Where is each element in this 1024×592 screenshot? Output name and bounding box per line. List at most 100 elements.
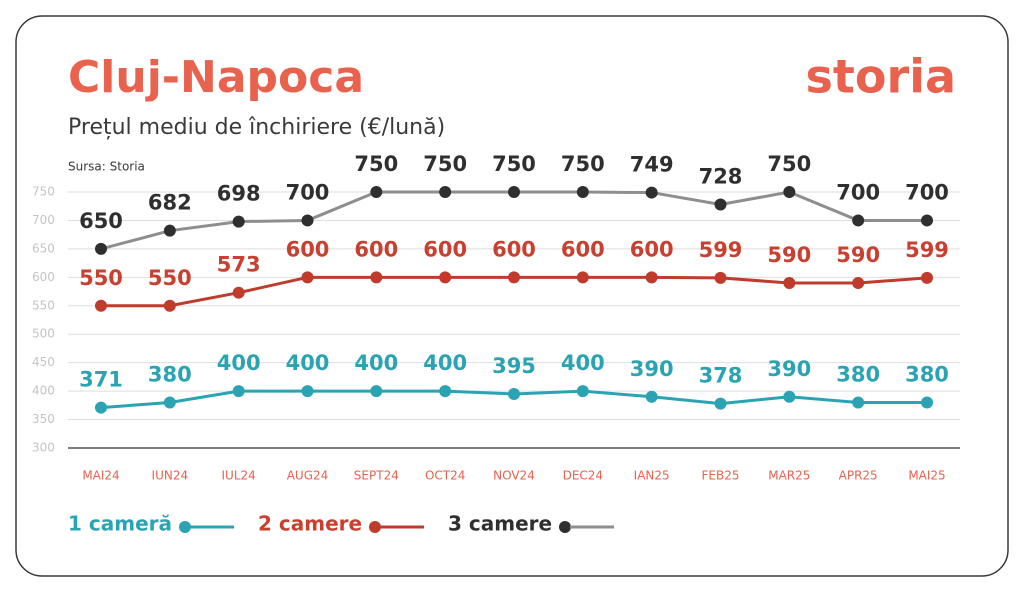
- x-tick-label: DEC24: [563, 469, 603, 483]
- data-label: 380: [905, 362, 949, 386]
- legend-marker: [179, 521, 191, 533]
- point: [439, 186, 452, 198]
- point: [301, 271, 314, 284]
- y-tick-label: 550: [32, 298, 55, 312]
- y-tick-label: 450: [32, 355, 55, 369]
- point: [95, 401, 107, 414]
- data-label: 400: [354, 351, 398, 375]
- data-label: 573: [217, 253, 261, 277]
- y-tick-label: 300: [32, 441, 55, 455]
- x-tick-label: IUN24: [152, 469, 189, 483]
- data-label: 400: [423, 351, 467, 375]
- y-tick-label: 500: [32, 327, 55, 341]
- y-tick-label: 650: [32, 241, 55, 255]
- x-tick-label: FEB25: [702, 469, 740, 483]
- data-label: 682: [148, 191, 192, 215]
- data-label: 599: [699, 238, 743, 262]
- point: [232, 215, 245, 228]
- legend-label: 1 cameră: [68, 512, 172, 536]
- data-label: 390: [630, 357, 674, 381]
- data-label: 550: [79, 266, 123, 290]
- x-tick-label: APR25: [839, 469, 878, 483]
- point: [163, 224, 176, 237]
- x-tick-label: IUL24: [222, 469, 256, 483]
- data-label: 700: [905, 180, 949, 204]
- point: [163, 299, 176, 312]
- data-label: 600: [423, 237, 467, 261]
- x-tick-label: IAN25: [634, 469, 670, 483]
- data-label: 600: [286, 237, 330, 261]
- point: [714, 198, 727, 211]
- data-label: 378: [699, 364, 743, 388]
- point: [370, 186, 383, 198]
- x-tick-label: MAI24: [82, 469, 119, 483]
- point: [508, 271, 520, 284]
- data-label: 700: [286, 180, 330, 204]
- data-label: 749: [630, 153, 674, 177]
- chart-title: Cluj-Napoca: [68, 52, 364, 103]
- y-tick-label: 750: [32, 185, 55, 199]
- point: [921, 271, 933, 284]
- source: Sursa: Storia: [68, 160, 145, 174]
- y-tick-label: 350: [32, 412, 55, 426]
- point: [852, 277, 865, 290]
- data-label: 590: [767, 243, 811, 267]
- point: [783, 277, 796, 290]
- point: [576, 186, 589, 198]
- point: [645, 390, 658, 403]
- data-label: 600: [561, 237, 605, 261]
- data-label: 650: [79, 209, 123, 233]
- point: [576, 271, 589, 284]
- point: [783, 390, 796, 403]
- point: [439, 385, 452, 398]
- legend-marker: [559, 521, 571, 533]
- data-label: 371: [79, 368, 123, 392]
- point: [301, 385, 314, 398]
- x-tick-label: SEPT24: [354, 469, 399, 483]
- x-tick-label: MAI25: [908, 469, 945, 483]
- data-label: 600: [492, 237, 536, 261]
- card: [15, 15, 1009, 577]
- data-label: 380: [148, 362, 192, 386]
- data-label: 400: [217, 351, 261, 375]
- logo: storia: [806, 50, 956, 104]
- point: [439, 271, 452, 284]
- chart-subtitle: Prețul mediu de închiriere (€/lună): [68, 115, 445, 140]
- point: [645, 271, 658, 284]
- data-label: 590: [836, 243, 880, 267]
- x-tick-label: AUG24: [287, 469, 329, 483]
- data-label: 750: [492, 152, 536, 176]
- y-tick-label: 700: [32, 213, 55, 227]
- point: [508, 186, 520, 198]
- data-label: 750: [561, 152, 605, 176]
- point: [714, 397, 727, 410]
- point: [508, 387, 520, 400]
- data-label: 698: [217, 182, 261, 206]
- point: [232, 385, 245, 398]
- point: [576, 385, 589, 398]
- point: [921, 214, 933, 227]
- data-label: 750: [423, 152, 467, 176]
- data-label: 390: [767, 357, 811, 381]
- x-tick-label: MAR25: [768, 469, 810, 483]
- legend-label: 2 camere: [258, 512, 362, 536]
- data-label: 600: [630, 237, 674, 261]
- point: [95, 242, 107, 255]
- data-label: 750: [354, 152, 398, 176]
- point: [163, 396, 176, 409]
- point: [370, 385, 383, 398]
- point: [95, 299, 107, 312]
- point: [852, 214, 865, 227]
- data-label: 728: [699, 165, 743, 189]
- legend-label: 3 camere: [448, 512, 552, 536]
- point: [232, 286, 245, 299]
- point: [301, 214, 314, 227]
- data-label: 700: [836, 180, 880, 204]
- legend-marker: [369, 521, 381, 533]
- data-label: 599: [905, 238, 949, 262]
- data-label: 400: [286, 351, 330, 375]
- point: [370, 271, 383, 284]
- x-tick-label: OCT24: [425, 469, 465, 483]
- data-label: 380: [836, 362, 880, 386]
